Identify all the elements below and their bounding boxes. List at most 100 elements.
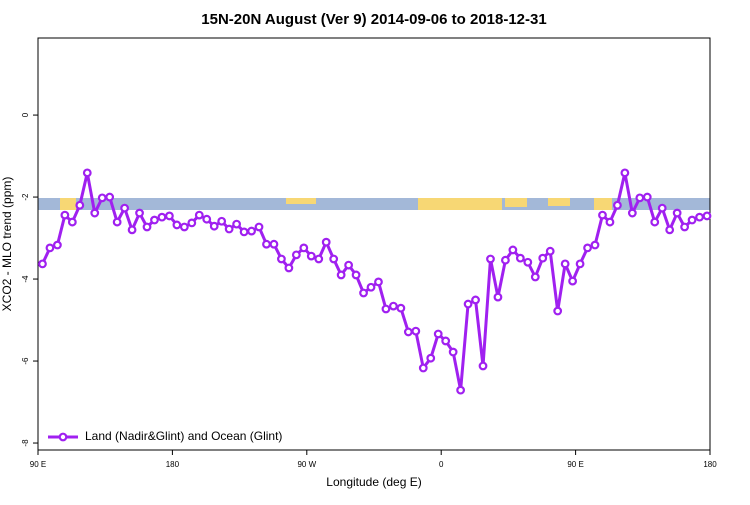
data-point [254, 222, 264, 232]
data-point [105, 192, 115, 202]
data-point [501, 255, 510, 265]
data-point [351, 270, 361, 280]
data-point [396, 303, 406, 313]
data-point [112, 217, 122, 227]
data-point [433, 329, 443, 339]
data-point [262, 239, 271, 249]
land [594, 198, 612, 210]
chart-title: 15N-20N August (Ver 9) 2014-09-06 to 201… [201, 11, 546, 28]
data-point [598, 210, 607, 220]
data-point [657, 203, 667, 213]
data-point [135, 208, 144, 218]
land [286, 198, 316, 204]
data-point [403, 327, 413, 337]
data-point [441, 336, 451, 346]
land [418, 198, 502, 210]
data-point [374, 277, 383, 287]
data-point [284, 263, 294, 273]
data-point [344, 260, 354, 270]
x-tick-label: 90 W [297, 460, 316, 469]
data-point [239, 227, 249, 237]
legend-label: Land (Nadir&Glint) and Ocean (Glint) [85, 429, 282, 443]
map-strip [38, 198, 710, 210]
data-point [695, 212, 704, 222]
data-point [411, 326, 421, 336]
data-point [232, 219, 242, 229]
data-point [456, 385, 466, 395]
data-point [247, 226, 256, 236]
x-tick-label: 180 [703, 460, 717, 469]
data-point [75, 200, 85, 210]
data-point [359, 288, 368, 298]
data-point [314, 254, 324, 264]
y-axis-label: XCO2 - MLO trend (ppm) [0, 177, 14, 312]
data-point [299, 243, 309, 253]
y-tick-label: 0 [21, 112, 30, 117]
data-point [508, 245, 518, 255]
data-point [523, 257, 533, 267]
x-tick-label: 180 [166, 460, 180, 469]
data-point [680, 222, 690, 232]
data-point [194, 210, 204, 220]
data-point [38, 259, 47, 269]
data-point [538, 253, 548, 263]
data-point [687, 215, 697, 225]
data-point [90, 208, 100, 218]
data-point [306, 251, 316, 261]
x-tick-label: 90 E [567, 460, 583, 469]
data-point [493, 292, 503, 302]
data-point [321, 237, 331, 247]
data-point [545, 246, 555, 256]
ocean [38, 198, 710, 210]
data-point [179, 222, 189, 232]
data-point [478, 361, 488, 371]
data-point [620, 168, 630, 178]
x-tick-label: 0 [439, 460, 444, 469]
data-point [560, 259, 570, 269]
data-point [702, 211, 712, 221]
plot-frame [37, 37, 711, 451]
data-point [486, 254, 495, 264]
data-point [605, 217, 615, 227]
data-point [291, 250, 301, 260]
data-point [665, 225, 675, 235]
data-point [381, 304, 391, 314]
data-point [150, 215, 159, 225]
data-point [120, 203, 130, 213]
land [548, 198, 570, 206]
data-point [627, 208, 637, 218]
data-point [635, 193, 645, 203]
data-point [142, 222, 152, 232]
data-point [590, 240, 600, 250]
data-point [583, 243, 592, 253]
legend-marker [58, 432, 68, 442]
data-point [187, 218, 197, 228]
data-point [642, 192, 652, 202]
data-point [329, 254, 339, 264]
data-point [672, 208, 682, 218]
data-point [650, 217, 660, 227]
data-point [418, 363, 428, 373]
data-point [553, 306, 563, 316]
data-point [471, 295, 480, 305]
data-point [389, 301, 398, 311]
data-point [82, 168, 92, 178]
data-point [568, 276, 578, 286]
data-point [127, 225, 137, 235]
data-point [209, 221, 219, 231]
x-axis-label: Longitude (deg E) [326, 475, 421, 489]
data-point [426, 353, 436, 363]
y-tick-label: -2 [21, 193, 30, 201]
data-point [172, 220, 182, 230]
data-point [530, 272, 540, 282]
data-point [277, 254, 286, 264]
data-point [217, 216, 227, 226]
y-tick-label: -4 [21, 275, 30, 283]
data-point [575, 259, 585, 269]
data-point [97, 193, 107, 203]
land [505, 198, 527, 207]
data-point [463, 299, 473, 309]
